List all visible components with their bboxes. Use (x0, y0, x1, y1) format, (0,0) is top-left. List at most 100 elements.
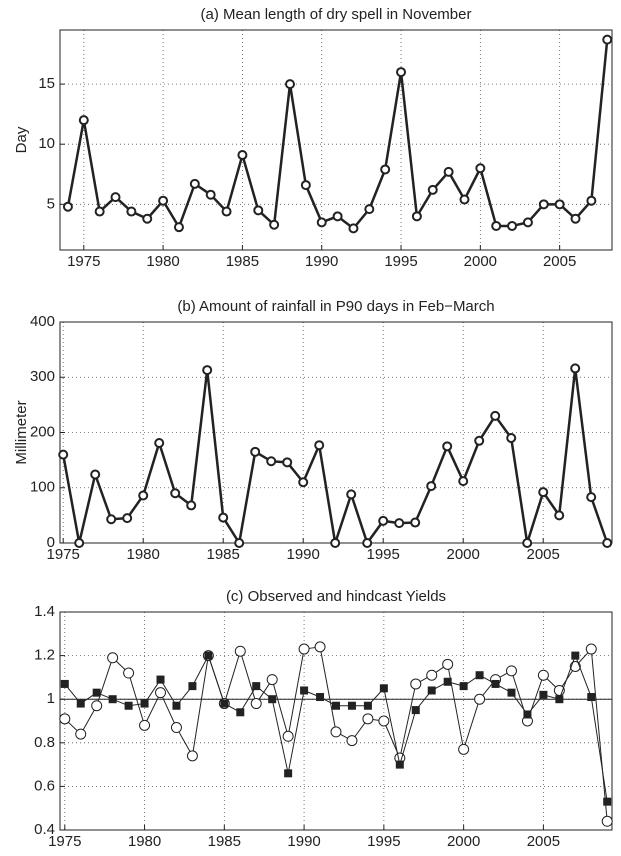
circle-marker (189, 178, 200, 189)
circle-marker (250, 698, 262, 710)
circle-marker (601, 815, 613, 827)
x-tick-label: 2000 (447, 546, 480, 563)
circle-marker (298, 477, 309, 488)
x-tick-label: 2000 (447, 833, 480, 850)
square-marker (252, 682, 261, 691)
circle-marker (282, 457, 293, 468)
circle-marker (75, 728, 87, 740)
x-tick-label: 1975 (48, 833, 81, 850)
y-tick-label: 0.8 (34, 734, 55, 751)
circle-marker (205, 189, 216, 200)
square-marker (300, 686, 309, 695)
circle-marker (459, 194, 470, 205)
circle-marker (348, 223, 359, 234)
circle-marker (442, 658, 454, 670)
circle-marker (570, 213, 581, 224)
circle-marker (314, 641, 326, 653)
circle-marker (110, 192, 121, 203)
panel-title: (a) Mean length of dry spell in November (201, 6, 472, 23)
x-tick-label: 2000 (464, 253, 497, 270)
square-marker (395, 760, 404, 769)
circle-marker (138, 490, 149, 501)
square-marker (587, 693, 596, 702)
circle-marker (364, 204, 375, 215)
circle-marker (427, 184, 438, 195)
square-marker (603, 797, 612, 806)
square-marker (220, 699, 229, 708)
circle-marker (585, 643, 597, 655)
square-marker (475, 671, 484, 680)
circle-marker (186, 500, 197, 511)
square-marker (92, 688, 101, 697)
square-marker (443, 677, 452, 686)
circle-marker (94, 206, 105, 217)
x-tick-label: 1980 (127, 546, 160, 563)
x-tick-label: 1985 (207, 546, 240, 563)
circle-marker (316, 217, 327, 228)
circle-marker (139, 719, 151, 731)
circle-marker (298, 643, 310, 655)
y-tick-label: 5 (47, 195, 55, 212)
circle-marker (554, 199, 565, 210)
y-tick-label: 300 (30, 368, 55, 385)
square-marker (491, 679, 500, 688)
x-tick-label: 1980 (146, 253, 179, 270)
circle-marker (538, 487, 549, 498)
circle-marker (91, 700, 103, 712)
circle-marker (90, 469, 101, 480)
y-tick-label: 0 (47, 534, 55, 551)
circle-marker (522, 538, 533, 548)
circle-marker (426, 669, 438, 681)
circle-marker (155, 687, 167, 699)
plot-frame (59, 29, 613, 251)
circle-marker (394, 518, 405, 529)
circle-marker (282, 730, 294, 742)
circle-marker (126, 206, 137, 217)
circle-marker (253, 205, 264, 216)
y-tick-label: 15 (38, 75, 55, 92)
circle-marker (106, 514, 117, 525)
circle-marker (123, 667, 135, 679)
square-marker (204, 651, 213, 660)
x-tick-label: 2005 (527, 546, 560, 563)
x-tick-label: 1995 (384, 253, 417, 270)
circle-marker (378, 515, 389, 526)
x-tick-label: 1975 (67, 253, 100, 270)
panel-title: (c) Observed and hindcast Yields (226, 588, 446, 605)
y-tick-label: 10 (38, 135, 55, 152)
circle-marker (237, 150, 248, 161)
y-tick-label: 100 (30, 479, 55, 496)
circle-marker (554, 510, 565, 521)
circle-marker (362, 713, 374, 725)
circle-marker (142, 213, 153, 224)
circle-marker (586, 195, 597, 206)
circle-marker (266, 456, 277, 467)
y-tick-label: 400 (30, 313, 55, 330)
square-marker (236, 708, 245, 717)
circle-marker (522, 217, 533, 228)
circle-marker (154, 437, 165, 448)
square-marker (459, 682, 468, 691)
y-tick-label: 200 (30, 423, 55, 440)
square-marker (284, 769, 293, 778)
square-marker (76, 699, 85, 708)
circle-marker (474, 435, 485, 446)
circle-marker (602, 34, 613, 45)
square-marker (188, 682, 197, 691)
circle-marker (491, 220, 502, 231)
circle-marker (426, 481, 437, 492)
x-tick-label: 1975 (47, 546, 80, 563)
circle-marker (62, 201, 73, 212)
circle-marker (474, 693, 486, 705)
circle-marker (442, 441, 453, 452)
circle-marker (269, 219, 280, 230)
y-tick-label: 0.6 (34, 777, 55, 794)
square-marker (108, 695, 117, 704)
circle-marker (186, 750, 198, 762)
x-tick-label: 1985 (208, 833, 241, 850)
circle-marker (569, 661, 581, 672)
circle-marker (602, 538, 613, 548)
circle-marker (221, 206, 232, 217)
x-tick-label: 1990 (287, 833, 320, 850)
